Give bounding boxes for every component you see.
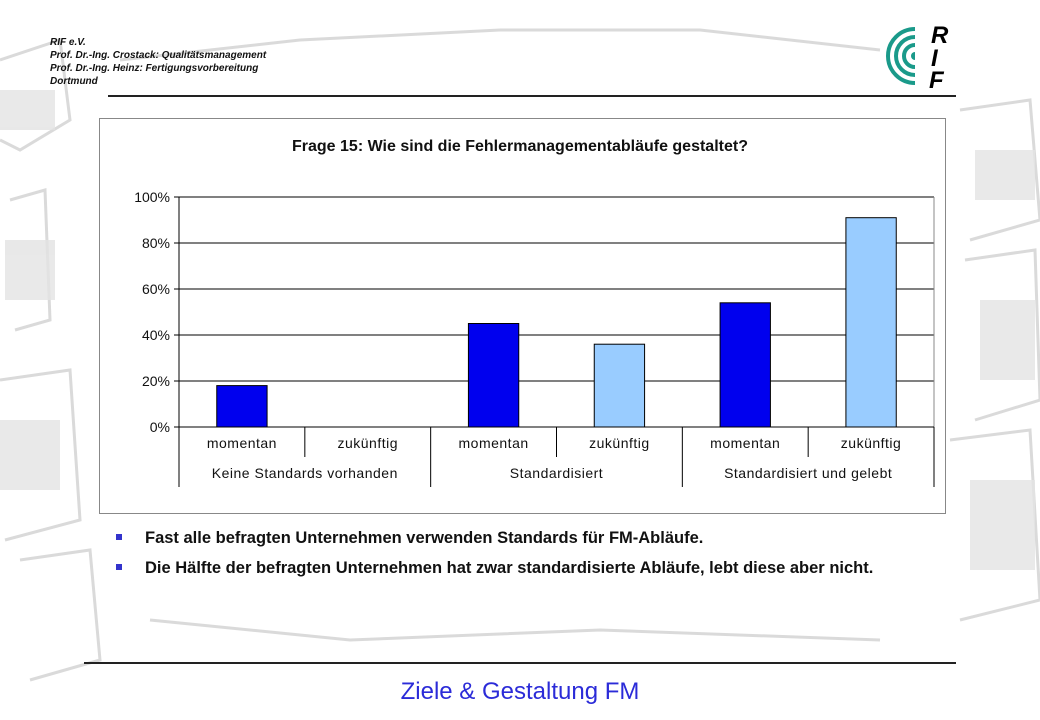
category-label: momentan <box>459 435 529 451</box>
logo-letter-f: F <box>929 67 945 93</box>
y-tick-label: 60% <box>142 281 170 297</box>
chart-title: Frage 15: Wie sind die Fehlermanagementa… <box>292 138 748 155</box>
bar-momentan <box>467 323 520 428</box>
logo-letter-r: R <box>931 22 949 49</box>
category-label: zukünftig <box>841 435 902 451</box>
header-rule <box>108 95 956 97</box>
finding-text: Fast alle befragten Unternehmen verwende… <box>145 529 704 547</box>
header-line-2: Prof. Dr.-Ing. Crostack: Qualitätsmanage… <box>50 50 267 61</box>
finding-item: Fast alle befragten Unternehmen verwende… <box>116 528 896 549</box>
bar-zukuenftig <box>845 217 897 428</box>
bar-chart: Frage 15: Wie sind die Fehlermanagementa… <box>134 138 935 487</box>
bar-momentan <box>216 385 268 428</box>
group-label: Standardisiert <box>510 465 603 481</box>
institute-header: RIF e.V. Prof. Dr.-Ing. Crostack: Qualit… <box>50 36 266 88</box>
bullet-square-icon <box>116 534 122 540</box>
y-tick-label: 0% <box>150 419 170 435</box>
logo-letter-i: I <box>931 45 939 72</box>
header-line-1: RIF e.V. <box>50 37 86 48</box>
header-line-4: Dortmund <box>50 76 98 87</box>
finding-text: Die Hälfte der befragten Unternehmen hat… <box>145 559 874 577</box>
finding-item: Die Hälfte der befragten Unternehmen hat… <box>116 558 896 579</box>
y-tick-label: 100% <box>134 189 170 205</box>
footer-rule <box>84 662 956 664</box>
group-label: Standardisiert und gelebt <box>724 465 892 481</box>
category-label: zukünftig <box>589 435 650 451</box>
chart-frame: Frage 15: Wie sind die Fehlermanagementa… <box>99 118 946 514</box>
header-line-3: Prof. Dr.-Ing. Heinz: Fertigungsvorberei… <box>50 63 259 74</box>
group-label: Keine Standards vorhanden <box>212 465 398 481</box>
bar-momentan <box>719 302 771 428</box>
y-tick-label: 80% <box>142 235 170 251</box>
category-label: zukünftig <box>337 435 398 451</box>
bar-zukuenftig <box>593 343 646 428</box>
findings-list: Fast alle befragten Unternehmen verwende… <box>116 528 896 588</box>
y-tick-label: 20% <box>142 373 170 389</box>
category-label: momentan <box>710 435 780 451</box>
bullet-square-icon <box>116 564 122 570</box>
category-label: momentan <box>207 435 277 451</box>
footer-title: Ziele & Gestaltung FM <box>400 678 640 705</box>
rif-logo: R I F <box>886 22 960 93</box>
y-tick-label: 40% <box>142 327 170 343</box>
